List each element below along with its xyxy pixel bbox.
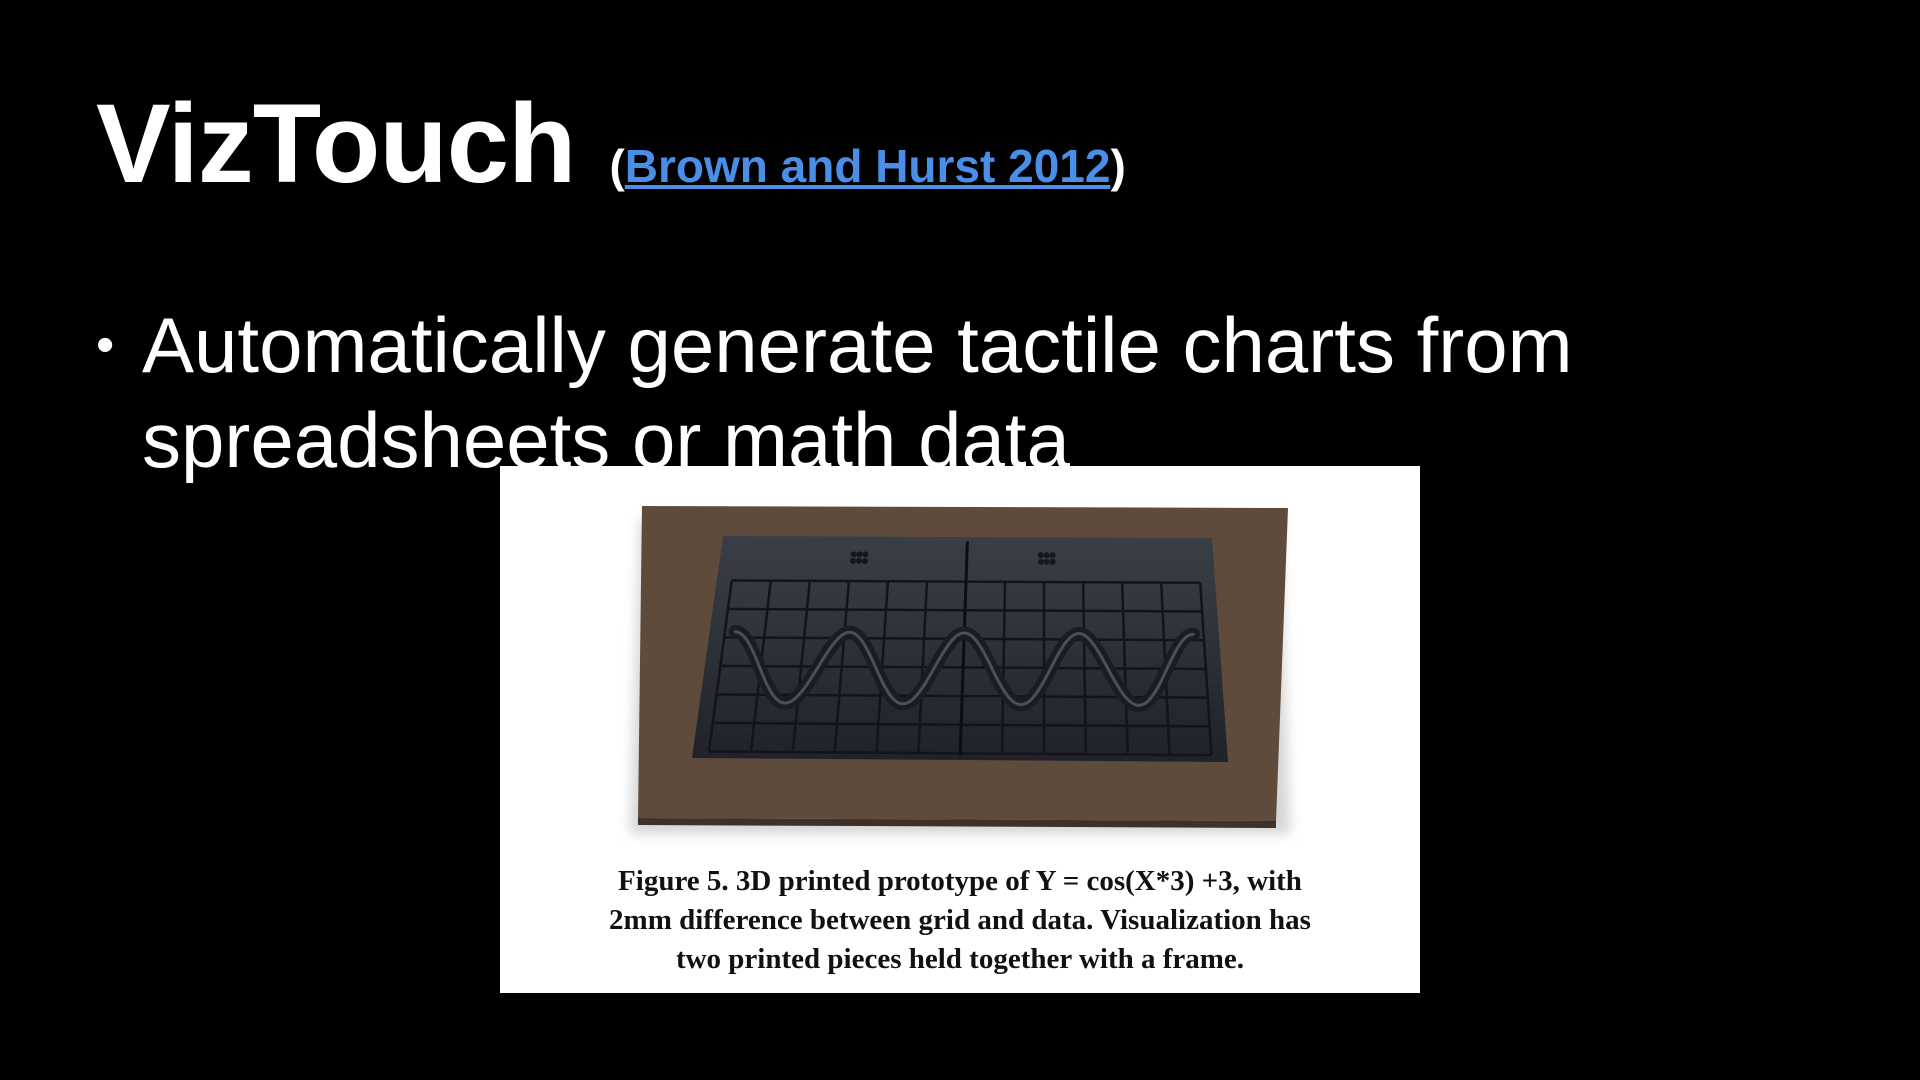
braille-dot (1049, 558, 1056, 565)
citation: (Brown and Hurst 2012) (609, 139, 1125, 193)
caption-line: Figure 5. 3D printed prototype of Y = co… (618, 865, 1302, 897)
braille-labels (850, 551, 1056, 565)
citation-close-paren: ) (1110, 140, 1126, 192)
braille-dot (856, 551, 863, 558)
braille-dot (1049, 552, 1056, 559)
tactile-chart-photo (630, 506, 1290, 834)
braille-dot (855, 558, 862, 565)
braille-dot (861, 558, 868, 565)
printed-board (692, 536, 1228, 762)
citation-link[interactable]: Brown and Hurst 2012 (624, 140, 1111, 192)
braille-dot (862, 551, 869, 558)
board-seam (958, 541, 969, 756)
grid-line-vertical (707, 580, 733, 752)
frame-edge (638, 818, 1276, 828)
braille-dot (1037, 558, 1044, 565)
citation-open-paren: ( (609, 140, 625, 192)
curve-highlight (733, 630, 1195, 707)
slide-title-row: VizTouch (Brown and Hurst 2012) (96, 88, 1126, 200)
braille-dot (850, 551, 857, 558)
slide-title: VizTouch (96, 81, 576, 206)
figure-image: Figure 5. 3D printed prototype of Y = co… (500, 466, 1420, 993)
bullet-text: Automatically generate tactile charts fr… (142, 301, 1573, 484)
figure-caption: Figure 5. 3D printed prototype of Y = co… (500, 862, 1420, 979)
bullet-item: • Automatically generate tactile charts … (96, 298, 1696, 488)
bullet-icon: • (96, 316, 115, 374)
braille-dot (1043, 552, 1050, 559)
caption-line: 2mm difference between grid and data. Vi… (609, 904, 1311, 936)
braille-dot (1037, 552, 1044, 559)
braille-dot (1043, 558, 1050, 565)
caption-line: two printed pieces held together with a … (675, 943, 1245, 975)
braille-dot (850, 558, 857, 565)
